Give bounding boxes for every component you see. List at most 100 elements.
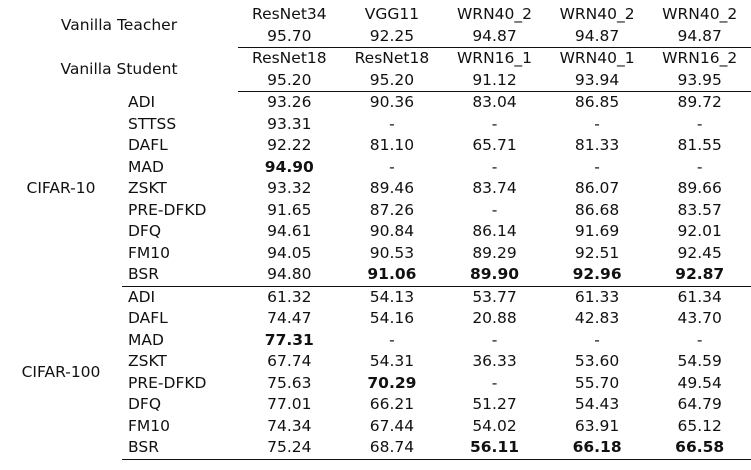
result-cell: 53.60 (574, 352, 620, 370)
result-cell: 89.90 (443, 264, 546, 287)
result-cell: 54.59 (677, 352, 722, 370)
result-cell: 87.26 (369, 200, 415, 219)
student-acc-cell: 93.95 (648, 69, 751, 92)
result-cell: 66.21 (369, 395, 415, 413)
result-cell: 61.33 (574, 287, 620, 306)
result-cell: 93.31 (267, 114, 312, 133)
method-label: MAD (128, 157, 164, 176)
result-cell: 54.02 (472, 416, 517, 435)
result-cell: 77.01 (267, 395, 312, 413)
dataset-label: CIFAR-10 (26, 179, 96, 197)
result-cell: 93.32 (267, 179, 312, 197)
table-row: ZSKT 93.32 89.46 83.74 86.07 89.66 (0, 178, 751, 200)
result-cell: 54.16 (369, 309, 415, 327)
result-cell: 91.06 (340, 264, 444, 287)
method-label: STTSS (128, 114, 177, 133)
table-row: CIFAR-10 ADI 93.26 90.36 83.04 86.85 89.72 (0, 92, 751, 197)
student-model-cell: WRN40_1 (559, 49, 635, 67)
teacher-model-cell: WRN40_2 (662, 5, 738, 23)
student-model-cell: WRN16_1 (456, 49, 533, 67)
result-cell: 92.51 (574, 243, 620, 262)
result-cell: 94.05 (267, 243, 312, 262)
method-label: BSR (122, 437, 239, 460)
result-cell: - (491, 200, 498, 219)
method-label: ZSKT (128, 179, 167, 197)
teacher-model-row: Vanilla Teacher ResNet34 VGG11 WRN40_2 W… (0, 4, 751, 34)
result-cell: 90.84 (369, 222, 415, 240)
result-cell: 93.26 (267, 93, 312, 111)
student-model-cell: ResNet18 (252, 49, 327, 67)
method-label: ZSKT (128, 352, 167, 370)
result-cell: 49.54 (677, 373, 722, 392)
student-acc-cell: 93.94 (545, 69, 649, 92)
teacher-acc-cell: 94.87 (443, 25, 546, 48)
result-cell: 77.31 (264, 330, 314, 349)
result-cell: 92.01 (677, 222, 722, 240)
teacher-model-cell: VGG11 (364, 5, 420, 23)
result-cell: 64.79 (677, 395, 722, 413)
result-cell: - (491, 373, 498, 392)
table-row: DFQ 77.01 66.21 51.27 54.43 64.79 (0, 394, 751, 416)
result-cell: 89.66 (677, 179, 722, 197)
teacher-model-cell: WRN40_2 (559, 5, 635, 23)
table-row: FM10 94.05 90.53 89.29 92.51 92.45 (0, 243, 751, 265)
result-cell: - (594, 330, 600, 349)
result-cell: 91.69 (574, 222, 620, 240)
method-label: DFQ (128, 222, 162, 240)
result-cell: 42.83 (574, 309, 620, 327)
result-cell: 83.74 (472, 179, 517, 197)
result-cell: - (594, 114, 600, 133)
result-cell: - (491, 114, 498, 133)
result-cell: 86.14 (472, 222, 517, 240)
result-cell: 67.44 (369, 416, 415, 435)
result-cell: 94.61 (267, 222, 312, 240)
teacher-model-cell: ResNet34 (252, 5, 327, 23)
result-cell: 81.33 (574, 136, 620, 154)
result-cell: 81.55 (677, 136, 722, 154)
method-label: DFQ (128, 395, 162, 413)
table-row: ZSKT 67.74 54.31 36.33 53.60 54.59 (0, 351, 751, 373)
result-cell: 92.22 (267, 136, 312, 154)
result-cell: 36.33 (472, 352, 517, 370)
result-cell: 83.57 (677, 200, 722, 219)
result-cell: - (696, 330, 703, 349)
result-cell: 70.29 (367, 373, 417, 392)
student-acc-cell: 91.12 (443, 69, 546, 92)
result-cell: 54.31 (369, 352, 415, 370)
student-label: Vanilla Student (60, 59, 178, 78)
table-row: BSR 75.24 68.74 56.11 66.18 66.58 (0, 437, 751, 460)
result-cell: 89.29 (472, 243, 517, 262)
result-cell: 20.88 (472, 309, 517, 327)
teacher-acc-cell: 95.70 (238, 25, 341, 48)
teacher-acc-cell: 92.25 (340, 25, 444, 48)
result-cell: 86.85 (574, 93, 620, 111)
result-cell: 55.70 (574, 373, 620, 392)
result-cell: 56.11 (443, 437, 546, 460)
result-cell: 86.68 (574, 200, 620, 219)
table-row: MAD 94.90 - - - - (0, 157, 751, 179)
results-table-body: Vanilla Teacher ResNet34 VGG11 WRN40_2 W… (0, 4, 751, 460)
result-cell: 94.90 (264, 157, 314, 176)
method-label: FM10 (128, 243, 171, 262)
result-cell: 65.12 (677, 416, 722, 435)
student-acc-cell: 95.20 (340, 69, 444, 92)
method-label: PRE-DFKD (128, 200, 207, 219)
result-cell: 91.65 (267, 200, 312, 219)
result-cell: 51.27 (472, 395, 517, 413)
result-cell: 90.53 (369, 243, 415, 262)
table-row: CIFAR-100 ADI 61.32 54.13 53.77 61.33 61.34 (0, 286, 751, 381)
teacher-label: Vanilla Teacher (60, 16, 178, 34)
result-cell: - (389, 114, 395, 133)
result-cell: - (594, 157, 600, 176)
result-cell: 65.71 (472, 136, 517, 154)
result-cell: 75.63 (267, 373, 312, 392)
method-label: FM10 (128, 416, 171, 435)
result-cell: 86.07 (574, 179, 620, 197)
result-cell: 89.46 (369, 179, 415, 197)
result-cell: 66.58 (648, 437, 751, 460)
result-cell: 92.96 (545, 264, 649, 287)
result-cell: 54.43 (574, 395, 620, 413)
result-cell: - (696, 157, 703, 176)
table-row: BSR 94.80 91.06 89.90 92.96 92.87 (0, 264, 751, 287)
result-cell: - (389, 157, 395, 176)
